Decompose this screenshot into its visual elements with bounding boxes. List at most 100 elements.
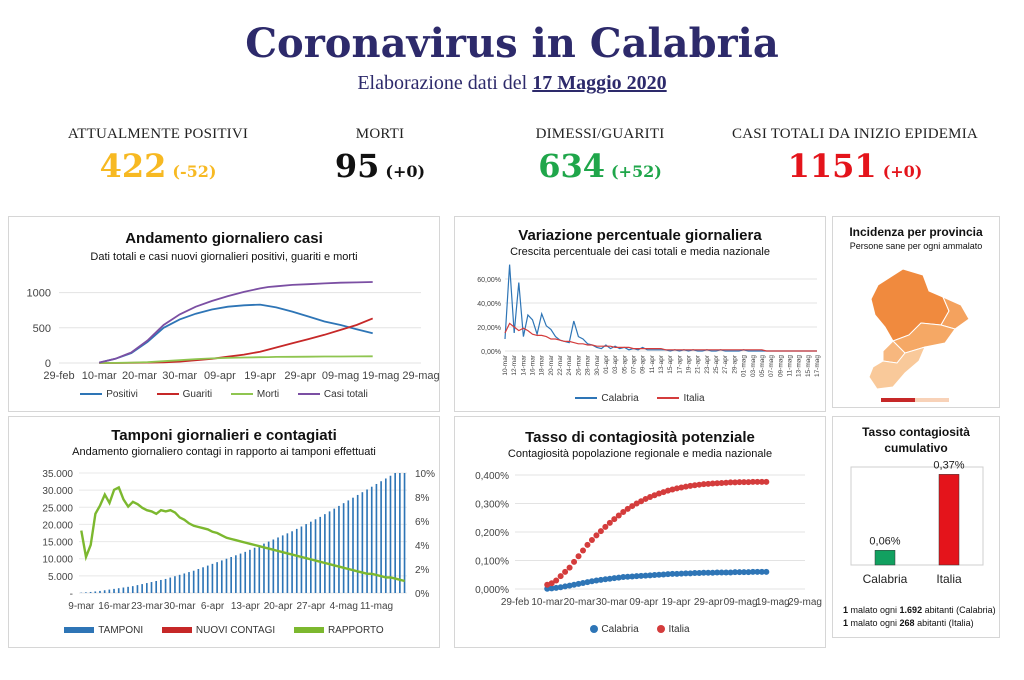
bar-tamponi — [164, 578, 167, 593]
series-line — [504, 264, 817, 352]
bar-tamponi — [319, 516, 322, 593]
bar-tamponi — [235, 555, 237, 593]
bar-tamponi — [206, 565, 209, 593]
series-point — [602, 576, 609, 583]
x-tick-label: 29-mag — [402, 370, 439, 382]
legend-item: NUOVI CONTAGI — [161, 625, 275, 636]
chart-title: Incidenza per provincia — [849, 225, 983, 239]
bar-tamponi — [239, 553, 242, 593]
series-point — [754, 568, 761, 575]
y-tick-label: 0,300% — [475, 500, 509, 511]
series-point — [602, 523, 609, 530]
series-point — [749, 478, 756, 485]
x-tick-label: 18-mar — [539, 354, 546, 375]
series-point — [571, 581, 578, 588]
kpi-label: MORTI — [355, 126, 405, 142]
data-label: 0,37% — [933, 459, 964, 471]
bar-tamponi — [366, 489, 368, 593]
series-point — [763, 568, 770, 575]
x-tick-label: 07-apr — [630, 354, 637, 374]
bar-tamponi — [85, 592, 87, 593]
y-tick-label: 1000 — [27, 288, 51, 300]
kpi-number: 1151 — [787, 147, 877, 185]
bar-tamponi — [291, 531, 293, 593]
legend-item: Calabria — [590, 624, 639, 635]
bar-tamponi — [220, 560, 223, 593]
y-tick-label: 20.000 — [42, 520, 73, 531]
kpi-label: ATTUALMENTE POSITIVI — [67, 126, 249, 142]
series-point — [664, 571, 671, 578]
y-tick-label: 30.000 — [42, 486, 73, 497]
x-tick-label: 10-mar — [531, 597, 563, 608]
series-point — [566, 564, 573, 571]
bar-tamponi — [131, 586, 134, 593]
series-point — [588, 536, 595, 543]
x-tick-label: 19-mag — [362, 370, 399, 382]
x-tick-label: 13-mag — [796, 355, 803, 377]
x-tick-label: 20-apr — [264, 601, 294, 612]
x-tick-label: 11-mag — [786, 355, 793, 377]
page-title: Coronavirus in Calabria — [245, 20, 779, 67]
y2-tick-label: 0% — [415, 589, 430, 600]
series-point — [745, 569, 752, 576]
x-tick-label: 16-mar — [98, 601, 130, 612]
x-tick-label: 30-mar — [162, 370, 197, 382]
kpi-value: 422 (-52) — [38, 147, 278, 185]
series-point — [579, 580, 586, 587]
data-label: 0,06% — [869, 535, 900, 547]
series-point — [740, 569, 747, 576]
x-tick-label: 01-apr — [603, 354, 610, 374]
bar-tamponi — [310, 521, 312, 593]
panel-tamponi: Tamponi giornalieri e contagiati Andamen… — [8, 416, 440, 648]
series-point — [548, 585, 555, 592]
series-point — [678, 570, 685, 577]
bar-tamponi — [225, 558, 228, 593]
bar-tamponi — [380, 481, 382, 593]
series-point — [673, 485, 680, 492]
bar — [938, 474, 960, 566]
bar-tamponi — [286, 533, 289, 593]
legend-item: Morti — [230, 389, 279, 400]
x-tick-label: 16-mar — [530, 354, 537, 375]
chart-subtitle: Crescita percentuale dei casi totali e m… — [510, 246, 770, 258]
series-point — [749, 568, 756, 575]
note-italia: 1 malato ogni 268 abitanti (Italia) — [843, 618, 974, 628]
chart-title: Andamento giornaliero casi — [125, 230, 323, 247]
series-point — [740, 479, 747, 486]
x-tick-label: 12-mar — [511, 354, 518, 375]
series-point — [633, 573, 640, 580]
series-point — [682, 483, 689, 490]
y-tick-label: 35.000 — [42, 469, 73, 480]
chart-title: Tasso di contagiosità potenziale — [525, 429, 755, 446]
kpi-morti: MORTI 95 (+0) — [260, 126, 500, 185]
y2-tick-label: 10% — [415, 469, 435, 480]
cumulativo-chart: 0,06% Calabria 0,37% Italia — [850, 459, 984, 586]
series-point — [736, 569, 743, 576]
bar-tamponi — [174, 576, 176, 593]
series-point — [705, 569, 712, 576]
chart-title: Tamponi giornalieri e contagiati — [111, 427, 337, 444]
series-point — [629, 503, 636, 510]
y2-tick-label: 6% — [415, 517, 430, 528]
x-tick-label: 01-mag — [741, 355, 748, 377]
tamponi-chart: - 5.000 10.000 15.000 20.000 25.000 30.000 35.0… — [42, 469, 435, 612]
series-point — [700, 569, 707, 576]
series-point — [553, 584, 560, 591]
chart-subtitle: Andamento giornaliero contagi in rapport… — [72, 446, 376, 458]
kpi-value: 634 (+52) — [480, 147, 720, 185]
series-point — [642, 495, 649, 502]
y-tick-label: 0,000% — [475, 585, 509, 596]
bar-tamponi — [333, 508, 336, 593]
bar-tamponi — [188, 572, 190, 593]
bar-tamponi — [272, 539, 275, 593]
bar-tamponi — [108, 589, 111, 593]
series-point — [660, 571, 667, 578]
y-tick-label: 0,400% — [475, 471, 509, 482]
series-point — [575, 553, 582, 560]
bar-tamponi — [94, 591, 97, 593]
x-tick-label: 25-apr — [713, 354, 720, 374]
bar-tamponi — [253, 547, 256, 593]
chart-subtitle: Dati totali e casi nuovi giornalieri pos… — [90, 251, 358, 263]
x-tick-label: 26-mar — [575, 354, 582, 375]
legend-item: Calabria — [575, 393, 639, 404]
